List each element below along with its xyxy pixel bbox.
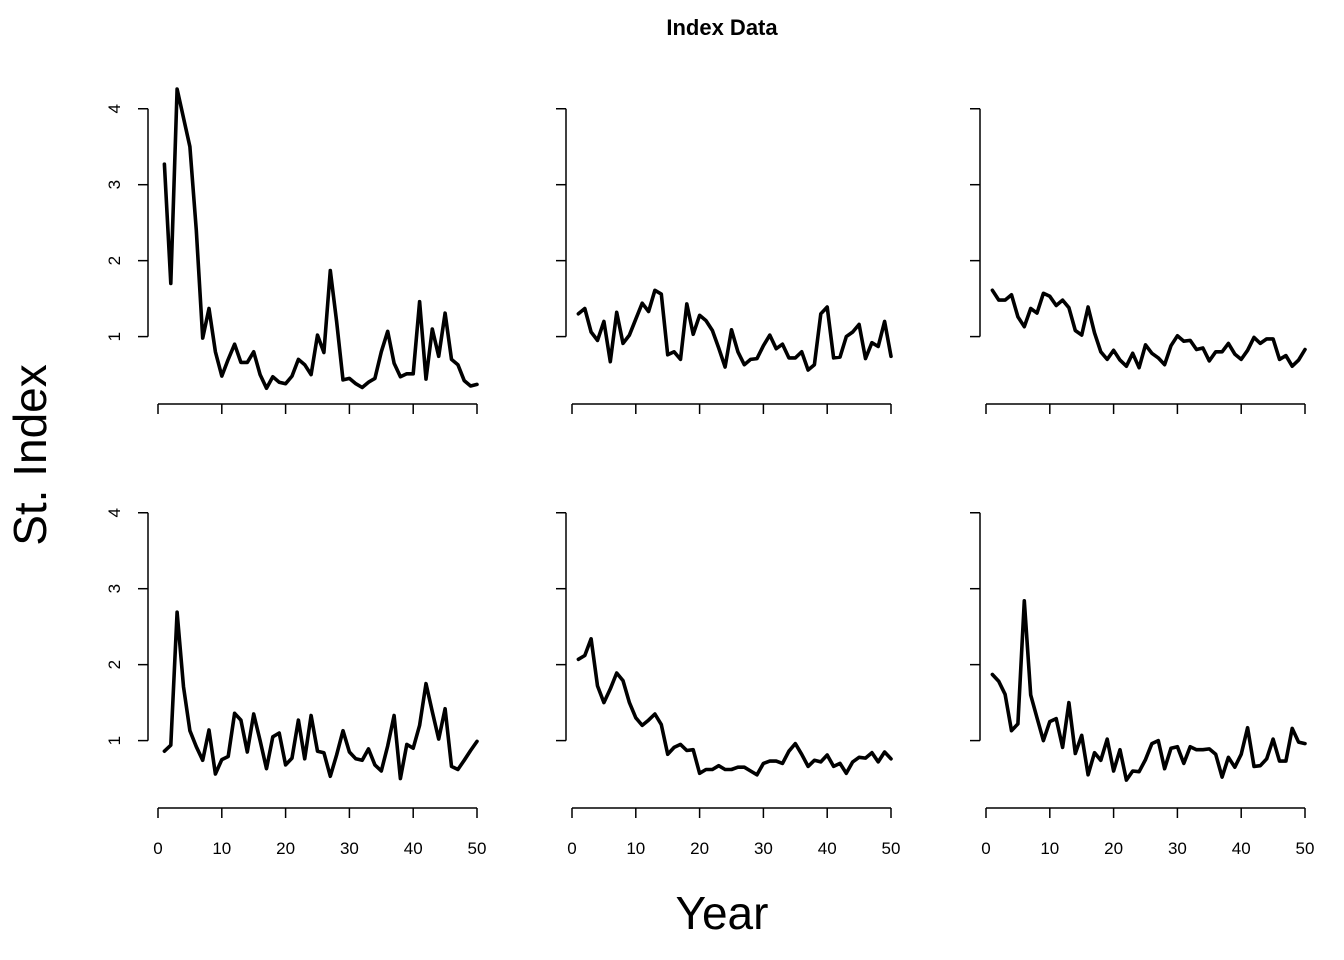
y-tick-label: 2 (105, 256, 124, 265)
y-tick-label: 1 (105, 736, 124, 745)
series-line (162, 87, 479, 391)
y-tick-label: 1 (105, 332, 124, 341)
y-tick-label: 2 (105, 660, 124, 669)
panel-6: 0 10 20 30 40 50 (970, 511, 1315, 858)
y-tick-label: 3 (105, 180, 124, 189)
series-line (576, 288, 893, 372)
y-axis-label: St. Index (4, 364, 56, 546)
x-tick-label: 0 (567, 839, 576, 858)
x-axis-label: Year (676, 887, 769, 939)
x-tick-label: 0 (153, 839, 162, 858)
x-tick-label: 20 (276, 839, 295, 858)
chart-title: Index Data (666, 15, 778, 40)
series-line (990, 288, 1307, 370)
x-tick-label: 20 (690, 839, 709, 858)
series-line (576, 636, 893, 777)
x-tick-label: 50 (882, 839, 901, 858)
panel-1: 1 2 3 4 (105, 87, 479, 414)
x-tick-label: 10 (626, 839, 645, 858)
x-tick-label: 0 (981, 839, 990, 858)
panel-5: 0 10 20 30 40 50 (556, 511, 901, 858)
series-line (990, 598, 1307, 782)
y-tick-label: 3 (105, 584, 124, 593)
x-tick-label: 20 (1104, 839, 1123, 858)
x-tick-label: 50 (1296, 839, 1315, 858)
y-tick-label: 4 (105, 508, 124, 517)
y-tick-label: 4 (105, 104, 124, 113)
x-tick-label: 10 (1040, 839, 1059, 858)
x-tick-label: 10 (212, 839, 231, 858)
x-tick-label: 30 (340, 839, 359, 858)
x-tick-label: 40 (1232, 839, 1251, 858)
panel-2 (556, 107, 893, 414)
x-tick-label: 30 (754, 839, 773, 858)
x-tick-label: 30 (1168, 839, 1187, 858)
x-tick-label: 50 (468, 839, 487, 858)
x-tick-label: 40 (404, 839, 423, 858)
x-tick-label: 40 (818, 839, 837, 858)
series-line (162, 610, 479, 781)
panel-3 (970, 107, 1307, 414)
